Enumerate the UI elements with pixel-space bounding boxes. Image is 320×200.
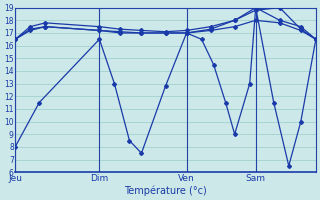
X-axis label: Température (°c): Température (°c) (124, 185, 207, 196)
